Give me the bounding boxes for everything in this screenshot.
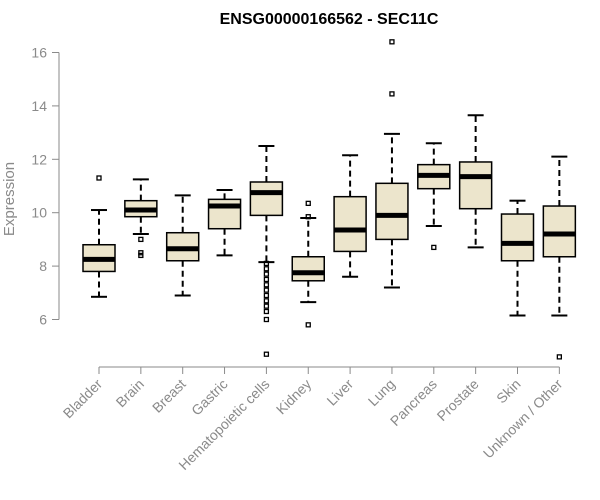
box-group (500, 199, 535, 317)
box-group (542, 155, 577, 360)
outlier-point (263, 266, 270, 272)
x-tick-label: Pancreas (387, 376, 440, 429)
x-tick-label: Prostate (434, 376, 482, 424)
y-tick-label: 16 (31, 45, 47, 61)
x-tick-label: Liver (323, 376, 356, 409)
outlier-point (263, 260, 270, 267)
outlier-point (263, 292, 270, 299)
x-tick-label: Bladder (60, 376, 106, 422)
x-tick-label: Breast (149, 376, 189, 416)
outlier-point (263, 287, 270, 293)
box-iqr (458, 161, 493, 210)
box-group (333, 154, 367, 278)
outlier-point (263, 276, 270, 283)
box-group (82, 175, 116, 298)
boxes (82, 39, 577, 360)
y-tick-label: 6 (39, 312, 47, 328)
box-group (165, 194, 200, 297)
x-tick-label: Brain (113, 376, 147, 410)
outlier-point (138, 252, 144, 259)
y-tick-label: 14 (31, 98, 47, 114)
y-axis-label: Expression (1, 162, 18, 236)
outlier-point (263, 316, 270, 323)
outlier-point (263, 282, 270, 288)
x-tick-label: Unknown / Other (480, 376, 566, 462)
y-tick-label: 8 (39, 258, 47, 274)
outlier-point (138, 250, 144, 256)
box-iqr (375, 182, 409, 241)
box-iqr (333, 195, 367, 253)
y-tick-label: 10 (31, 205, 47, 221)
outlier-point (263, 298, 270, 304)
outlier-point (556, 354, 562, 360)
x-tick-label: Kidney (273, 376, 315, 418)
outlier-point (263, 308, 270, 315)
chart-title: ENSG00000166562 - SEC11C (220, 11, 439, 28)
outlier-point (263, 351, 270, 357)
box-iqr (500, 213, 535, 262)
box-iqr (291, 256, 325, 282)
box-group (291, 200, 325, 328)
outlier-point (263, 303, 270, 309)
outlier-point (431, 244, 437, 251)
outlier-point (305, 200, 311, 207)
x-tick-label: Skin (493, 376, 524, 407)
box-iqr (542, 205, 577, 258)
outlier-point (263, 271, 270, 277)
y-axis: 6 8 10 12 14 16 (31, 45, 60, 328)
box-group (458, 114, 493, 249)
box-group (417, 142, 451, 251)
outlier-point (305, 214, 311, 220)
box-group (124, 178, 158, 259)
box-group (375, 39, 409, 289)
box-group (207, 189, 242, 257)
outlier-point (96, 175, 102, 181)
box-iqr (249, 181, 284, 217)
box-group (249, 144, 284, 357)
outlier-point (138, 236, 144, 243)
y-tick-label: 12 (31, 151, 47, 167)
outlier-point (389, 91, 395, 97)
outlier-point (305, 322, 311, 328)
x-tick-label: Lung (365, 376, 398, 409)
outlier-point (389, 39, 395, 45)
